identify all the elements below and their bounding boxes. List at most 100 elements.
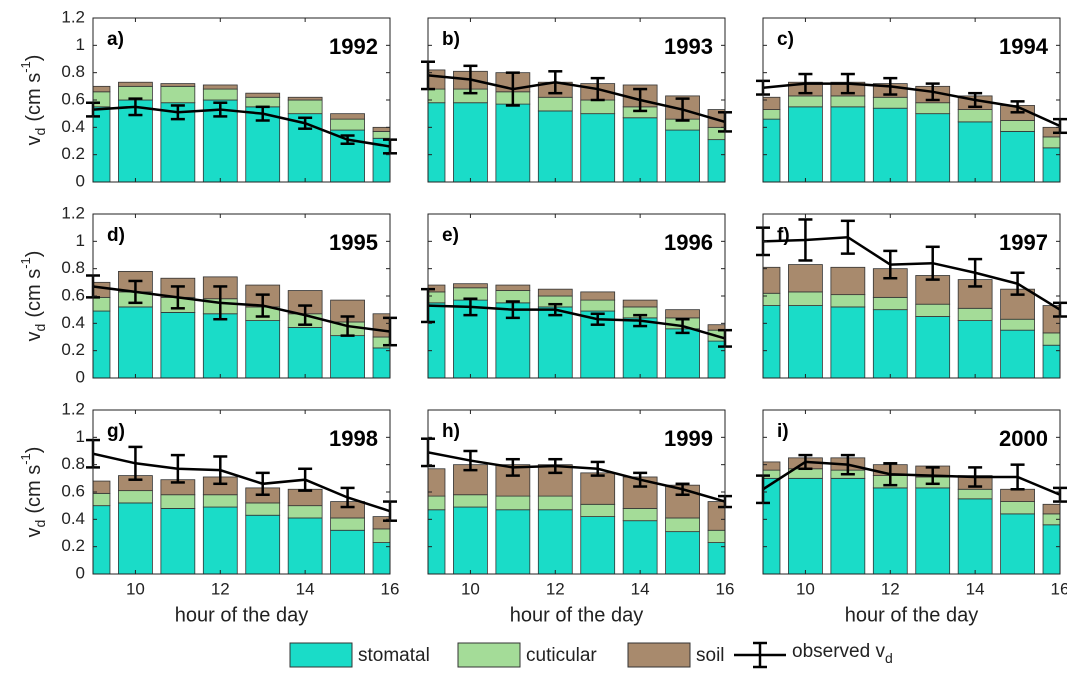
bar-segment (830, 266, 866, 296)
x-tick-label: 14 (966, 579, 985, 598)
bar-segment (160, 83, 196, 87)
panel-title: 1997 (999, 230, 1048, 255)
bar-segment (957, 121, 993, 182)
bar-segment (788, 264, 823, 293)
bar-segment (537, 495, 573, 511)
bar-segment (537, 96, 573, 112)
bar-segment (1042, 136, 1060, 149)
bar-segment (830, 294, 866, 308)
y-tick-label: 0 (76, 171, 85, 190)
legend-label: observed vd (792, 641, 893, 666)
y-tick-label: 0.8 (61, 62, 85, 81)
bar-segment (428, 468, 446, 497)
panel-title: 2000 (999, 426, 1048, 451)
x-tick-label: 16 (716, 579, 735, 598)
error-bar (840, 453, 855, 476)
error-bar (340, 134, 355, 145)
bar-segment (1042, 513, 1060, 526)
plot-area (428, 69, 725, 182)
x-tick-label: 14 (296, 579, 315, 598)
panel-title: 1992 (329, 34, 378, 59)
plot-area (428, 451, 725, 574)
y-tick-label: 1.2 (61, 7, 85, 26)
y-tick-label: 0.4 (61, 117, 85, 136)
bar-segment (93, 85, 111, 93)
bar-segment (428, 88, 446, 104)
bar-segment (763, 96, 781, 110)
error-bar (298, 467, 313, 492)
bar-segment (330, 335, 365, 378)
bar-segment (957, 488, 993, 500)
error-bar (548, 70, 563, 95)
bar-segment (830, 477, 866, 574)
bar-segment (872, 487, 908, 574)
bar-segment (160, 311, 196, 378)
bar-segment (1042, 332, 1060, 346)
bar-segment (622, 299, 658, 308)
bar-segment (1042, 524, 1060, 574)
bar-segment (160, 507, 196, 574)
bar-segment (245, 502, 281, 516)
observed-line (428, 74, 725, 124)
x-tick-label: 10 (461, 579, 480, 598)
error-bar (340, 486, 355, 509)
bar-segment (118, 502, 153, 574)
bar-segment (622, 317, 658, 378)
error-bar (1010, 463, 1025, 491)
panel-title: 1999 (664, 426, 713, 451)
bar-segment (580, 516, 616, 574)
y-tick-label: 0.2 (61, 144, 85, 163)
error-bar (1010, 100, 1025, 114)
bar-segment (287, 505, 323, 519)
error-bar (463, 64, 478, 95)
error-bar (170, 104, 185, 121)
bar-segment (537, 110, 573, 182)
error-bar (255, 471, 270, 496)
bar-segment (330, 529, 365, 574)
bar-segment (1000, 488, 1035, 502)
error-bar (675, 97, 690, 122)
error-bar (128, 445, 143, 481)
bar-segment (665, 531, 700, 574)
bar-segment (537, 509, 573, 574)
legend-label: stomatal (358, 645, 430, 666)
bar-segment (1042, 503, 1060, 515)
y-tick-label: 1 (76, 35, 85, 54)
plot-area (93, 270, 390, 378)
error-bar (883, 249, 898, 280)
panel-label: b) (442, 29, 460, 50)
error-bar (633, 87, 648, 113)
x-axis-label: hour of the day (510, 604, 643, 626)
bar-segment (580, 99, 616, 115)
plot-area (763, 81, 1060, 182)
error-bar (463, 449, 478, 472)
panel-label: e) (442, 225, 459, 246)
bar-segment (580, 503, 616, 517)
bar-segment (580, 291, 616, 301)
bar-segment (428, 509, 446, 574)
bar-segment (93, 310, 111, 378)
panel-label: a) (107, 29, 124, 50)
bar-segment (915, 303, 951, 317)
bar-segment (93, 106, 111, 182)
error-bar (255, 293, 270, 318)
bar-segment (93, 480, 111, 494)
bar-segment (1000, 501, 1035, 515)
bar-segment (93, 492, 111, 507)
bar-segment (665, 328, 700, 378)
y-tick-label: 1 (76, 427, 85, 446)
panel-label: h) (442, 421, 460, 442)
x-tick-label: 12 (881, 579, 900, 598)
error-bar (840, 72, 855, 95)
bar-segment (763, 266, 781, 294)
y-tick-label: 0.6 (61, 481, 85, 500)
bar-segment (957, 498, 993, 574)
bar-segment (763, 118, 781, 182)
bar-segment (1000, 513, 1035, 574)
x-tick-label: 10 (796, 579, 815, 598)
error-bar (925, 82, 940, 102)
error-bar (128, 97, 143, 117)
panel-label: d) (107, 225, 125, 246)
error-bar (925, 466, 940, 486)
